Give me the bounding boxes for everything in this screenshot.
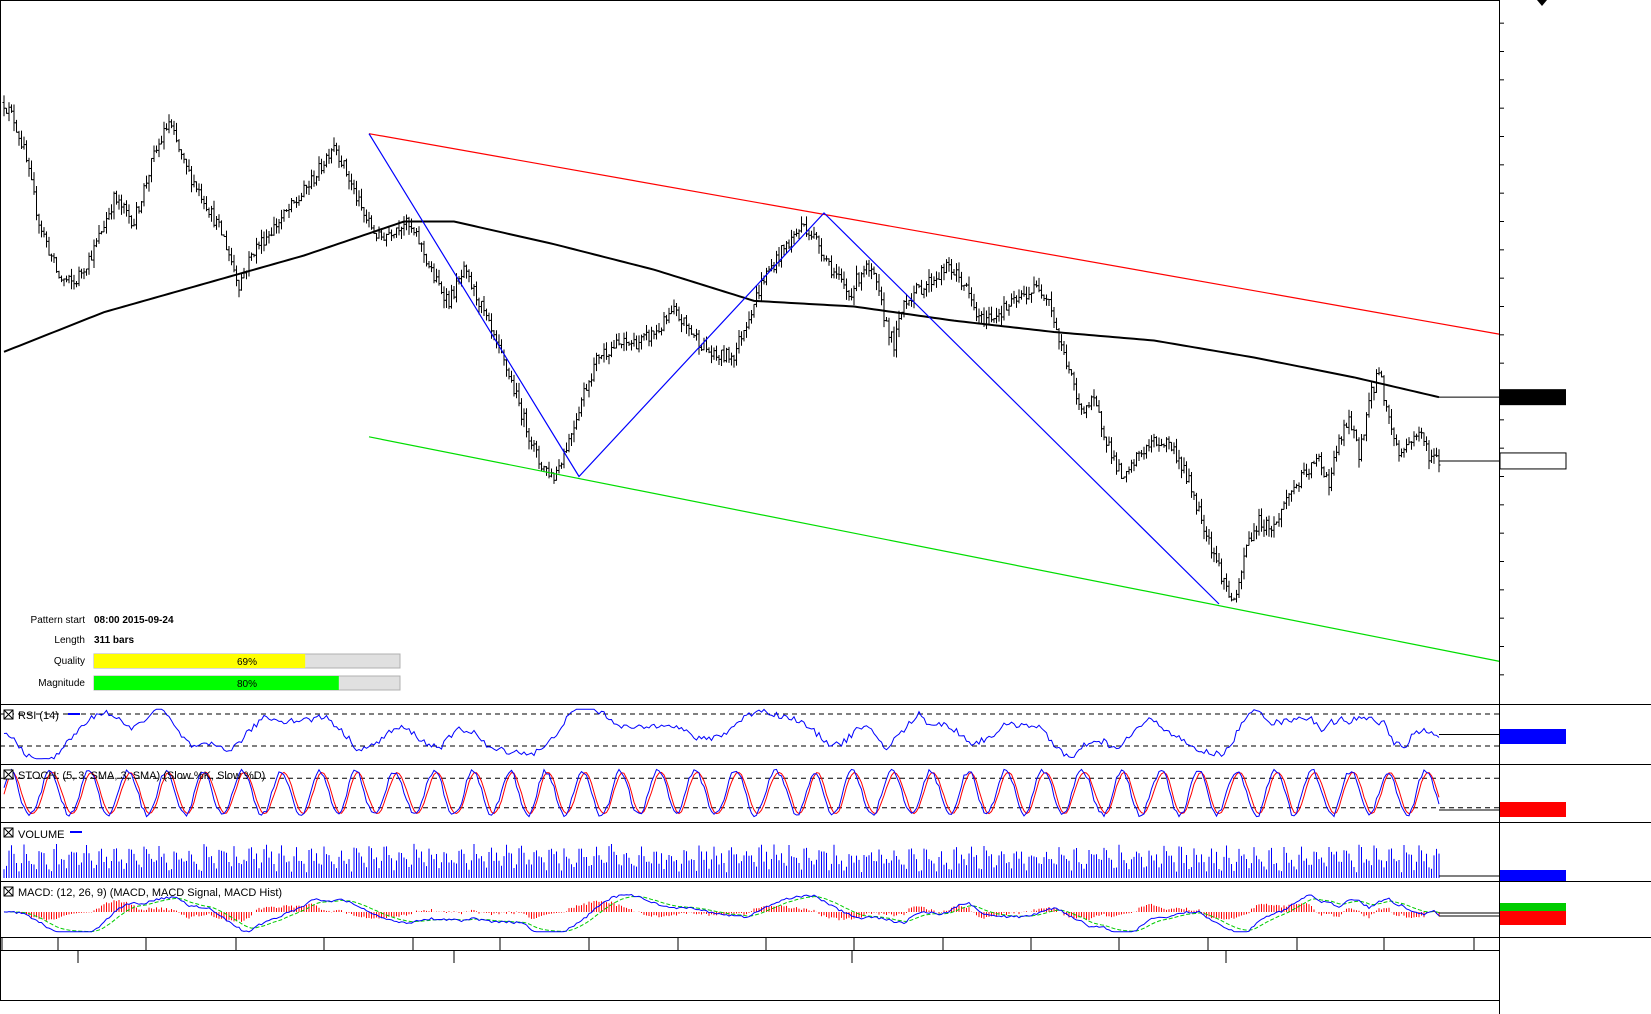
rsi-close-icon[interactable] xyxy=(3,709,14,720)
rsi-label: RSI (14) xyxy=(18,710,59,722)
moving-average-line xyxy=(3,220,1440,399)
macd-value-box xyxy=(1500,911,1566,925)
pattern-zigzag xyxy=(368,133,1220,605)
rsi-line xyxy=(3,708,1440,760)
volume-panel xyxy=(3,843,1566,881)
price-panel xyxy=(2,95,1567,662)
quality-value: 69% xyxy=(237,657,257,668)
pattern-info: Pattern start 08:00 2015-09-24 Length 31… xyxy=(31,615,401,691)
rsi-value-box xyxy=(1500,729,1566,744)
stoch-label: STOCH: (5, 3, SMA, 3, SMA) (Slow %K, Slo… xyxy=(18,770,265,782)
price-value-box xyxy=(1499,452,1567,470)
macd-signal-line xyxy=(3,896,1440,933)
stoch-panel xyxy=(0,768,1566,818)
ma-value-box xyxy=(1500,389,1566,406)
resistance-line xyxy=(368,133,1500,335)
macd-title[interactable]: MACD: (12, 26, 9) (MACD, MACD Signal, MA… xyxy=(3,886,282,899)
macd-panel xyxy=(3,894,1566,933)
magnitude-value: 80% xyxy=(237,679,257,690)
stoch-close-icon[interactable] xyxy=(3,769,14,780)
time-axis xyxy=(0,938,1499,963)
length-value: 311 bars xyxy=(94,635,134,646)
volume-label: VOLUME xyxy=(18,829,64,841)
macd-close-icon[interactable] xyxy=(3,886,14,897)
stoch-value-box xyxy=(1500,802,1566,817)
price-axis xyxy=(1499,22,1504,676)
magnitude-bar-fill xyxy=(94,676,339,690)
support-line xyxy=(368,436,1500,662)
plot-frame xyxy=(0,0,1500,1001)
volume-value-box xyxy=(1500,870,1566,881)
pattern-start-label: Pattern start xyxy=(31,615,86,626)
rsi-title[interactable]: RSI (14) xyxy=(3,709,80,722)
quality-label: Quality xyxy=(54,656,85,667)
macd-signal-box xyxy=(1500,903,1566,911)
quality-bar-fill xyxy=(94,654,306,668)
volume-title[interactable]: VOLUME xyxy=(3,827,82,841)
rsi-panel xyxy=(0,708,1566,760)
macd-line xyxy=(3,894,1440,933)
pattern-start-value: 08:00 2015-09-24 xyxy=(94,615,174,626)
stoch-title[interactable]: STOCH: (5, 3, SMA, 3, SMA) (Slow %K, Slo… xyxy=(3,769,265,782)
volume-close-icon[interactable] xyxy=(3,827,14,838)
magnitude-label: Magnitude xyxy=(38,678,85,689)
stoch-k-line xyxy=(3,768,1440,818)
stoch-d-line xyxy=(3,771,1440,815)
scroll-marker-icon[interactable] xyxy=(1537,0,1547,6)
macd-label: MACD: (12, 26, 9) (MACD, MACD Signal, MA… xyxy=(18,887,282,899)
length-label: Length xyxy=(54,635,85,646)
